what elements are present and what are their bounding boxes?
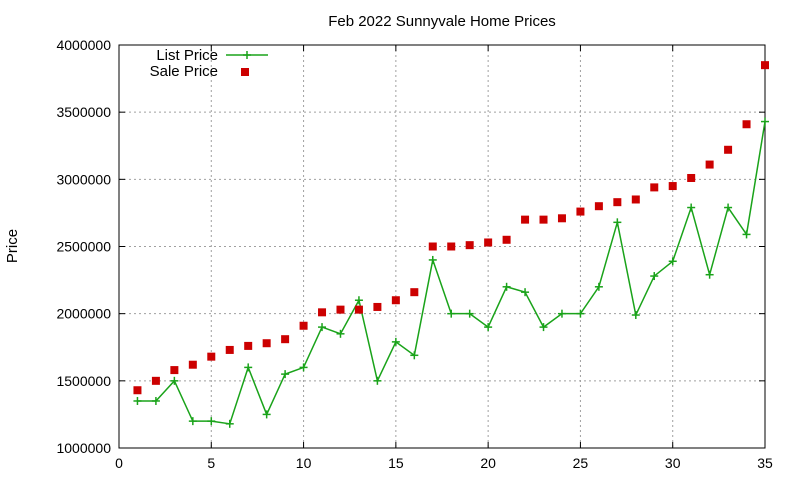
x-tick-label: 10 [296,455,312,471]
data-point-list-price [318,323,327,332]
data-point-list-price [244,363,253,372]
axis-ticks: 0 5 10 15 20 25 30 35 1000000 1500000 2000000 25000… [56,37,773,471]
data-point-list-price [465,309,474,318]
legend-marker-list-price [243,51,251,59]
data-point-sale-price [761,61,769,70]
data-point-sale-price [207,352,216,361]
data-point-list-price [687,203,696,212]
data-point-list-price [188,417,197,426]
data-point-sale-price [262,339,271,348]
data-point-list-price [742,230,751,239]
data-point-list-price [502,282,511,291]
series-sale-price [133,61,769,395]
data-point-sale-price [133,386,142,395]
legend-marker-sale-price [241,68,249,76]
data-point-list-price [705,270,714,279]
data-point-sale-price [354,305,363,314]
y-tick-label: 2000000 [56,306,111,322]
x-tick-label: 35 [757,455,773,471]
series-line-list-price [137,121,766,425]
data-point-list-price [724,203,733,212]
data-point-list-price [391,337,400,346]
x-tick-label: 5 [207,455,215,471]
data-point-sale-price [465,241,474,250]
data-point-sale-price [188,360,197,369]
x-tick-label: 0 [115,455,123,471]
grid-lines [119,45,765,448]
data-point-sale-price [391,296,400,305]
y-tick-label: 3000000 [56,171,111,187]
x-tick-label: 20 [480,455,496,471]
data-point-sale-price [170,366,179,375]
data-point-sale-price [539,215,548,224]
data-point-list-price [225,419,234,428]
legend-label-list-price: List Price [156,47,218,64]
y-tick-label: 2500000 [56,239,111,255]
data-point-sale-price [687,173,696,182]
data-point-sale-price [650,183,659,192]
data-point-list-price [594,282,603,291]
data-point-sale-price [668,182,677,191]
data-point-sale-price [521,215,530,224]
data-point-sale-price [594,202,603,211]
data-point-sale-price [336,305,345,314]
data-point-sale-price [428,242,437,251]
data-point-sale-price [502,235,511,244]
x-tick-label: 30 [665,455,681,471]
data-point-list-price [262,410,271,419]
data-point-list-price [410,351,419,360]
x-tick-label: 25 [573,455,589,471]
data-point-list-price [133,396,142,405]
data-point-list-price [557,309,566,318]
data-point-list-price [613,218,622,227]
data-point-list-price [373,376,382,385]
data-point-list-price [761,117,769,126]
y-tick-label: 4000000 [56,37,111,53]
legend: List Price Sale Price [150,47,268,80]
data-point-list-price [170,376,179,385]
data-point-list-price [650,272,659,281]
data-point-sale-price [151,376,160,385]
series-list-price [133,117,769,428]
data-point-sale-price [318,308,327,317]
series-layer [133,61,769,428]
legend-label-sale-price: Sale Price [150,63,218,80]
data-point-list-price [281,370,290,379]
data-point-sale-price [705,160,714,169]
data-point-sale-price [742,120,751,129]
data-point-list-price [668,257,677,266]
y-tick-label: 3500000 [56,104,111,120]
data-point-sale-price [410,288,419,297]
data-point-list-price [336,329,345,338]
data-point-sale-price [299,321,308,330]
data-point-sale-price [373,302,382,311]
chart-title: Feb 2022 Sunnyvale Home Prices [328,13,556,30]
data-point-list-price [539,323,548,332]
data-point-sale-price [225,345,234,354]
data-point-list-price [428,255,437,264]
data-point-sale-price [244,341,253,350]
y-tick-label: 1500000 [56,373,111,389]
data-point-list-price [207,417,216,426]
data-point-list-price [631,311,640,320]
data-point-sale-price [557,214,566,223]
data-point-list-price [151,396,160,405]
data-point-list-price [299,363,308,372]
data-point-sale-price [281,335,290,344]
data-point-sale-price [631,195,640,204]
data-point-sale-price [447,242,456,251]
data-point-list-price [354,296,363,305]
data-point-sale-price [724,145,733,154]
data-point-sale-price [576,207,585,216]
y-axis-label: Price [4,229,21,263]
y-tick-label: 1000000 [56,440,111,456]
data-point-sale-price [613,198,622,207]
data-point-list-price [521,288,530,297]
data-point-list-price [576,309,585,318]
data-point-list-price [447,309,456,318]
data-point-list-price [484,323,493,332]
data-point-sale-price [484,238,493,247]
x-tick-label: 15 [388,455,404,471]
